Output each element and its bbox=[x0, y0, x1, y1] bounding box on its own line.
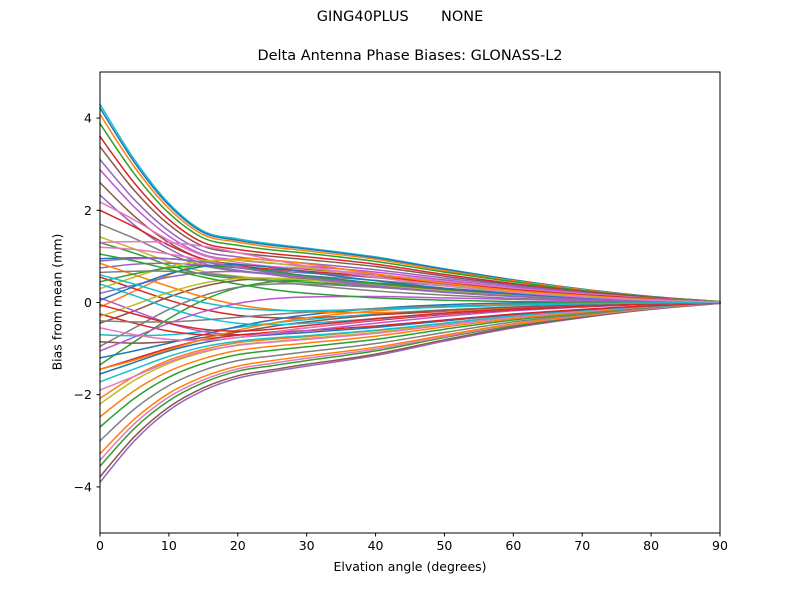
axes-title: Delta Antenna Phase Biases: GLONASS-L2 bbox=[257, 48, 563, 64]
x-tick-label: 20 bbox=[230, 538, 246, 553]
series-line bbox=[99, 302, 721, 418]
y-tick-label: −2 bbox=[74, 387, 92, 402]
series-line bbox=[99, 209, 721, 303]
x-tick-label: 90 bbox=[712, 538, 728, 553]
figure-suptitle: GING40PLUS NONE bbox=[316, 9, 484, 25]
y-tick-label: 0 bbox=[84, 295, 92, 310]
x-tick-label: 10 bbox=[161, 538, 177, 553]
series-line bbox=[99, 113, 721, 303]
y-tick-label: 4 bbox=[84, 111, 92, 126]
series-line bbox=[99, 253, 721, 304]
series-line bbox=[99, 257, 721, 304]
series-line bbox=[99, 240, 721, 303]
series-line bbox=[99, 302, 721, 391]
x-tick-label: 80 bbox=[643, 538, 659, 553]
y-tick-label: −4 bbox=[74, 479, 92, 494]
series-line bbox=[99, 302, 721, 442]
series-line bbox=[99, 302, 721, 428]
series-line bbox=[99, 302, 721, 478]
x-tick-label: 60 bbox=[505, 538, 521, 553]
series-line bbox=[99, 145, 721, 303]
series-line bbox=[99, 122, 721, 303]
x-tick-label: 30 bbox=[299, 538, 315, 553]
series-line bbox=[99, 301, 721, 332]
series-line bbox=[99, 257, 721, 308]
series-line bbox=[99, 301, 721, 344]
y-tick-label: 2 bbox=[84, 203, 92, 218]
x-tick-label: 0 bbox=[96, 538, 104, 553]
x-tick-label: 50 bbox=[436, 538, 452, 553]
x-tick-label: 70 bbox=[574, 538, 590, 553]
series-line bbox=[99, 274, 721, 312]
x-axis-label: Elvation angle (degrees) bbox=[333, 559, 487, 574]
series-line bbox=[99, 302, 721, 455]
series-line bbox=[99, 263, 721, 303]
x-tick-label: 40 bbox=[368, 538, 384, 553]
